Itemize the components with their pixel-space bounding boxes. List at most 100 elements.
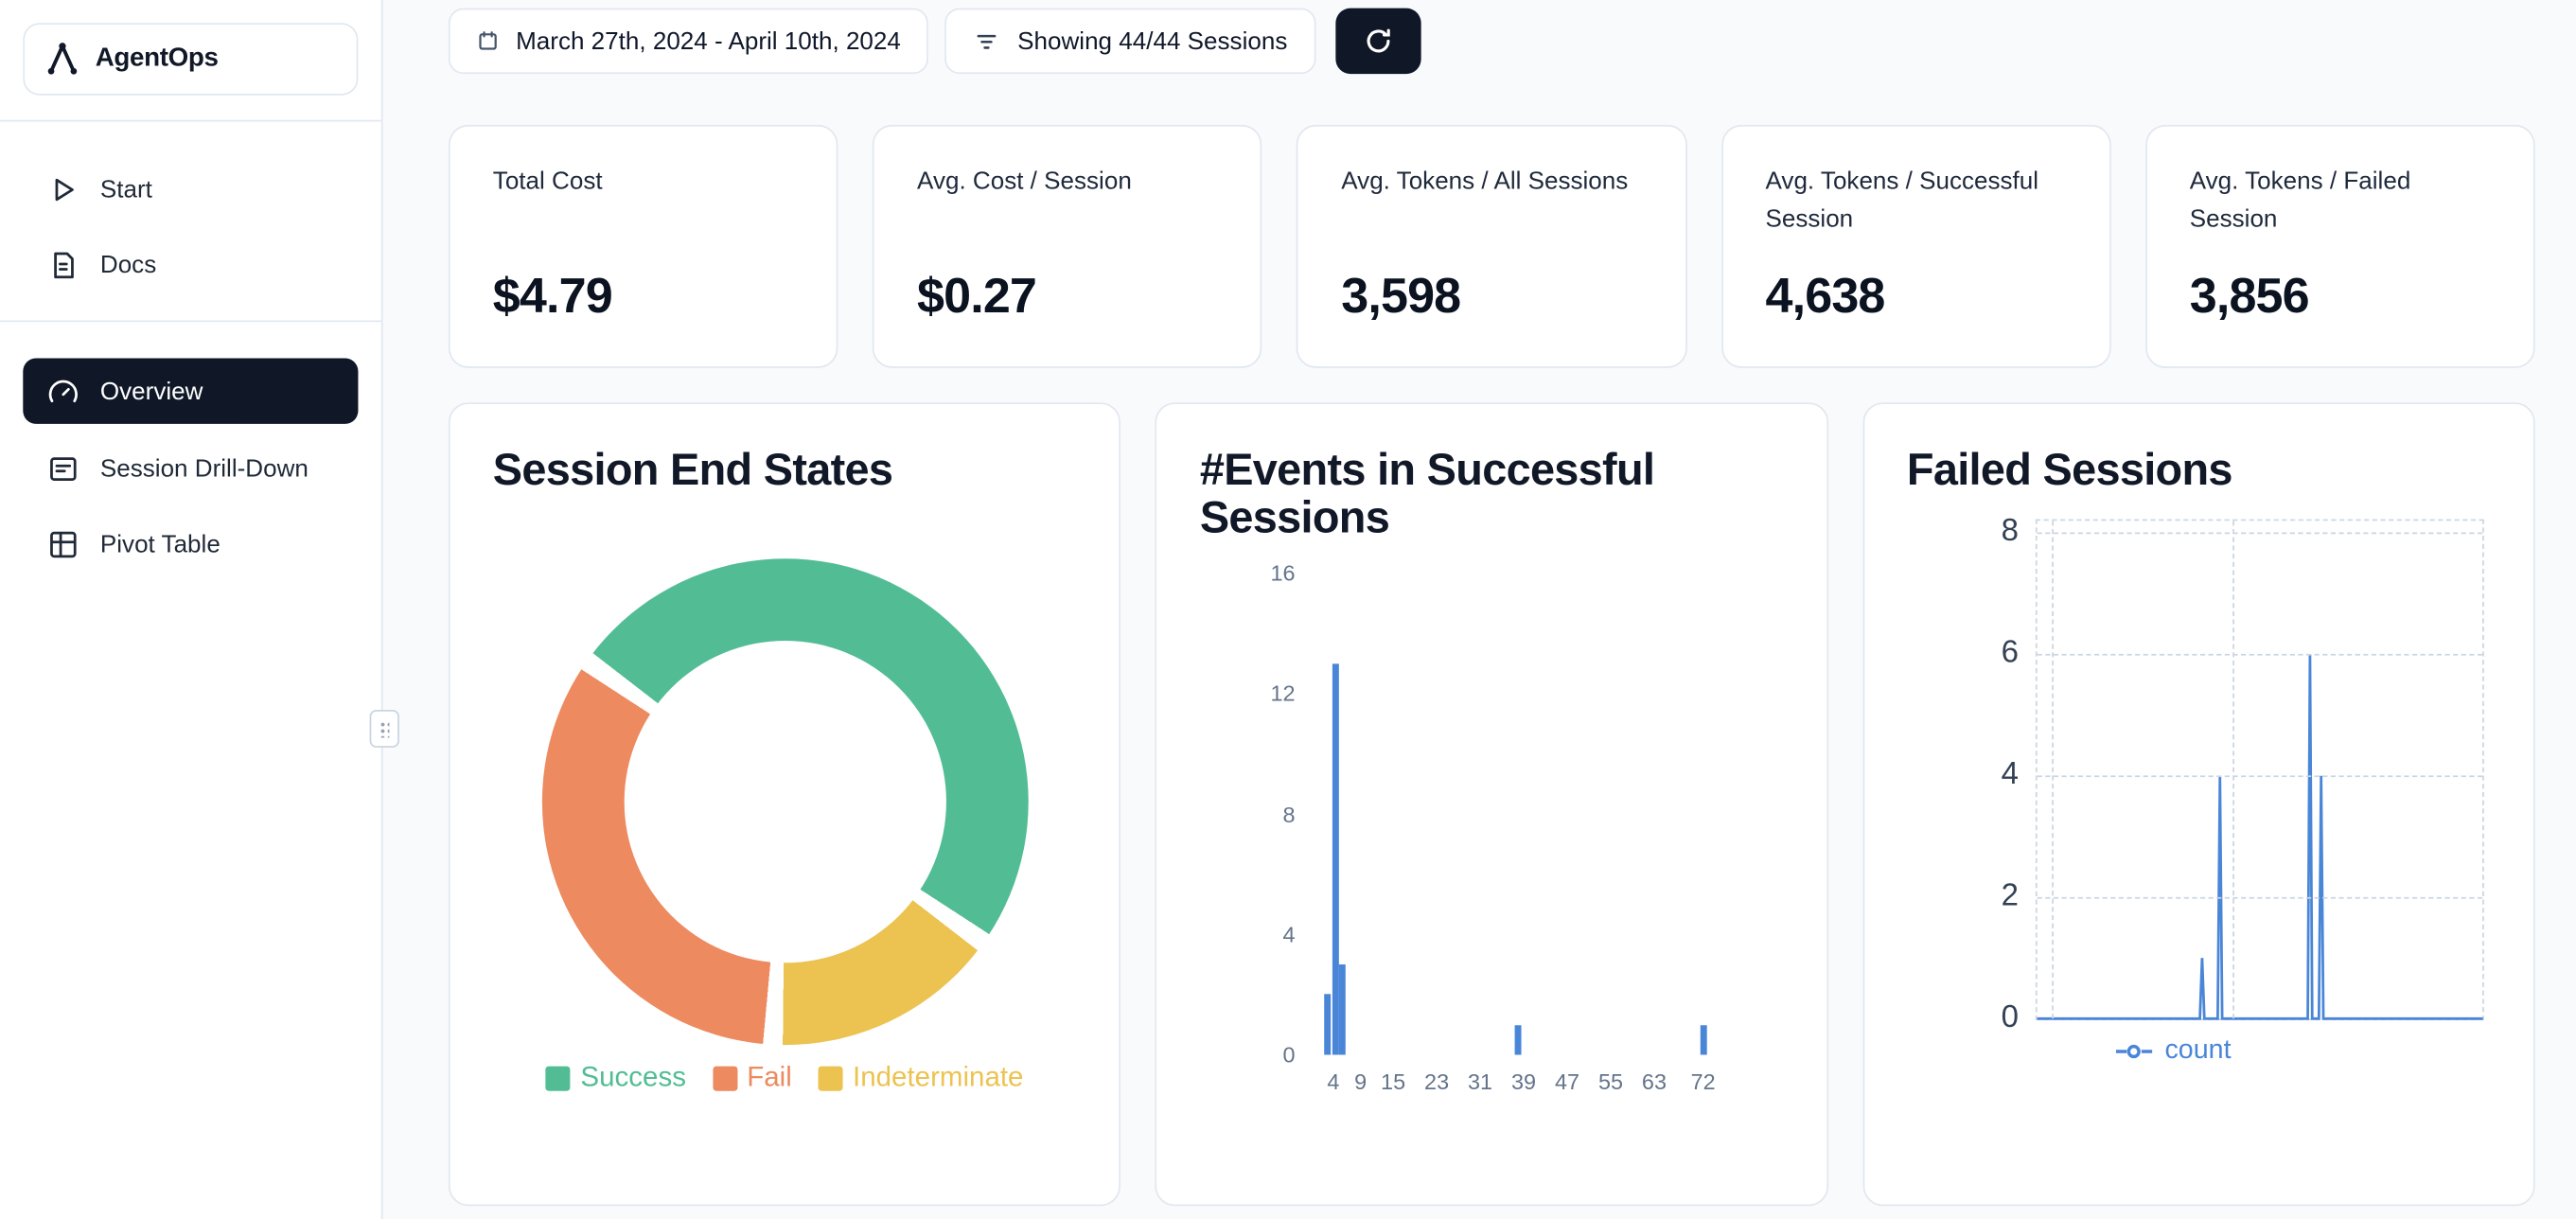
sidebar-item-label: Pivot Table [99,529,221,558]
y-axis-tick-label: 8 [2001,515,2019,550]
y-axis-tick-label: 4 [2001,757,2019,793]
stat-card-avg-tokens-all: Avg. Tokens / All Sessions 3,598 [1297,124,1687,368]
refresh-icon [1363,26,1392,56]
line-legend-count: count [2114,1035,2232,1067]
x-axis-tick-label: 72 [1690,1069,1716,1095]
sidebar-item-overview[interactable]: Overview [23,358,359,424]
histogram-bar [1700,1024,1707,1055]
x-axis-tick-label: 39 [1510,1069,1537,1095]
calendar-icon [476,29,499,52]
y-axis-tick-label: 0 [2001,1000,2019,1035]
x-axis-tick-label: 55 [1597,1069,1624,1095]
app-logo[interactable]: AgentOps [23,23,359,96]
sidebar-divider [0,320,381,323]
stat-value: 3,856 [2189,269,2310,324]
failed-line-plot: 0 2 4 6 8 [2002,515,2484,1035]
session-end-states-card: Session End States Success Fail [448,402,1121,1207]
count-line-series [2037,521,2482,1018]
x-axis-tick-label: 9 [1354,1069,1367,1095]
legend-label: Fail [747,1061,792,1093]
y-axis-tick-label: 0 [1282,1042,1296,1068]
sidebar-item-session-drilldown[interactable]: Session Drill-Down [23,437,358,500]
legend-swatch [545,1065,572,1090]
gridline [2037,775,2483,778]
y-axis-tick-label: 12 [1270,681,1296,707]
failed-sessions-card: Failed Sessions 0 2 4 6 8 [1862,402,2535,1207]
stat-value: 3,598 [1341,269,1461,324]
legend-label: count [2164,1034,2232,1065]
toolbar: March 27th, 2024 - April 10th, 2024 Show… [448,8,2535,75]
stat-label: Avg. Tokens / Failed Session [2189,168,2411,233]
app-title: AgentOps [95,44,219,73]
gauge-icon [47,376,79,407]
y-axis-tick-label: 6 [2001,636,2019,671]
date-range-button[interactable]: March 27th, 2024 - April 10th, 2024 [448,8,929,75]
events-histogram-card: #Events in Successful Sessions 0 4 8 12 16 4 9… [1155,402,1828,1207]
sessions-filter-label: Showing 44/44 Sessions [1017,26,1288,56]
sidebar-item-pivot-table[interactable]: Pivot Table [23,513,358,575]
stats-row: Total Cost $4.79 Avg. Cost / Session $0.… [448,124,2535,368]
histogram-bar [1332,663,1339,1055]
stat-value: $4.79 [492,269,613,324]
gridline [2037,897,2483,899]
failed-line-chart: 0 2 4 6 8 count [1907,515,2484,1065]
stat-label: Total Cost [492,168,603,196]
y-axis-tick-label: 2 [2001,878,2019,914]
gridline [2037,654,2483,657]
events-bar-chart: 0 4 8 12 16 4 9 15 23 31 39 47 55 63 72 [1223,561,1791,1104]
x-axis-tick-label: 23 [1424,1069,1450,1095]
stat-label: Avg. Cost / Session [917,168,1132,196]
x-axis-tick-label: 47 [1554,1069,1580,1095]
histogram-bar [1514,1024,1522,1055]
sidebar-item-start[interactable]: Start [23,158,358,221]
gridline [2052,521,2055,1019]
sidebar: AgentOps Start Docs [0,0,383,1219]
x-axis-tick-label: 63 [1641,1069,1667,1095]
y-axis-tick-label: 4 [1282,922,1296,947]
filter-icon [973,27,1001,56]
charts-row: Session End States Success Fail [448,402,2535,1207]
gridline [2232,521,2235,1019]
docs-icon [47,249,79,280]
sidebar-nav-top: Start Docs [0,121,381,295]
refresh-button[interactable] [1334,8,1420,75]
histogram-bar [1324,994,1332,1055]
session-end-donut-wrap [541,558,1029,1046]
stat-value: $0.27 [917,269,1037,324]
legend-item-fail: Fail [712,1061,792,1094]
y-axis-tick-label: 8 [1282,802,1296,827]
play-icon [47,173,79,204]
legend-label: Indeterminate [853,1061,1024,1093]
sidebar-item-label: Start [99,174,152,203]
sidebar-item-label: Overview [99,377,203,405]
chart-title: Failed Sessions [1906,445,2233,495]
legend-swatch [818,1065,843,1090]
y-axis-tick-label: 16 [1270,560,1296,586]
stat-card-total-cost: Total Cost $4.79 [448,124,838,368]
legend-swatch [712,1065,737,1090]
events-bar-plot: 0 4 8 12 16 4 9 15 23 31 39 47 55 63 72 [1270,561,1791,1094]
sidebar-item-docs[interactable]: Docs [23,234,358,296]
session-list-icon [47,452,79,484]
table-columns-icon [47,528,79,559]
chart-title: #Events in Successful Sessions [1199,445,1655,543]
sessions-filter-button[interactable]: Showing 44/44 Sessions [944,8,1315,75]
donut-legend: Success Fail Indeterminate [450,1061,1120,1094]
gridline [2037,533,2483,535]
line-series-icon [2114,1042,2154,1058]
legend-item-success: Success [545,1061,686,1094]
stat-value: 4,638 [1765,269,1886,324]
donut-hole [624,641,946,963]
sidebar-nav-main: Overview Session Drill-Down Pivot Table [0,322,381,574]
sidebar-item-label: Session Drill-Down [99,454,309,483]
x-axis-tick-label: 15 [1381,1069,1406,1095]
chart-title: Session End States [492,445,893,495]
main-content: March 27th, 2024 - April 10th, 2024 Show… [382,0,2576,1219]
legend-label: Success [580,1061,686,1093]
sidebar-resize-handle[interactable] [369,709,399,748]
x-axis-tick-label: 4 [1327,1069,1340,1095]
date-range-label: March 27th, 2024 - April 10th, 2024 [516,26,901,56]
count-line [2037,654,2482,1018]
stat-card-avg-tokens-successful: Avg. Tokens / Successful Session 4,638 [1720,124,2111,368]
